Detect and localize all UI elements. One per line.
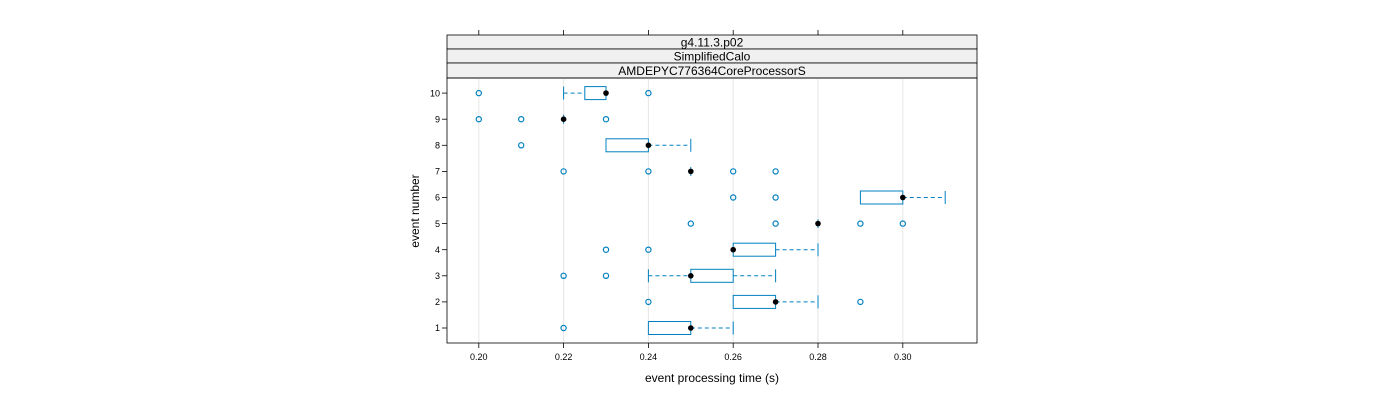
y-axis-title: event number bbox=[408, 174, 422, 247]
box-event-7 bbox=[560, 166, 779, 176]
box-iqr bbox=[732, 294, 777, 309]
median-point bbox=[772, 299, 779, 305]
outlier-point bbox=[772, 168, 779, 175]
y-tick-label-4: 5 bbox=[435, 219, 440, 229]
outlier-point bbox=[602, 246, 610, 253]
strip-label-2: SimplifiedCalo bbox=[674, 50, 751, 64]
outlier-point bbox=[730, 168, 737, 175]
x-tick-label-5: 0.30 bbox=[894, 352, 912, 362]
strip-label-1: g4.11.3.p02 bbox=[681, 36, 744, 50]
x-tick-label-4: 0.28 bbox=[809, 352, 827, 362]
y-tick-label-8: 9 bbox=[435, 114, 440, 124]
median-point bbox=[688, 273, 694, 279]
box-event-2 bbox=[645, 294, 864, 309]
box-event-5 bbox=[687, 219, 907, 229]
box-event-9 bbox=[475, 114, 610, 124]
outlier-point bbox=[518, 142, 525, 149]
x-axis-title: event processing time (s) bbox=[645, 371, 779, 385]
plot-panel bbox=[446, 77, 978, 344]
y-tick-label-3: 4 bbox=[435, 245, 440, 255]
box-event-3 bbox=[560, 268, 777, 283]
y-tick-label-1: 2 bbox=[435, 297, 440, 307]
y-axis-ticks: 1 2 3 4 5 6 7 8 9 10 bbox=[430, 88, 447, 333]
gridlines bbox=[478, 78, 904, 343]
outlier-point bbox=[730, 194, 737, 201]
y-tick-label-7: 8 bbox=[435, 141, 440, 151]
box-iqr bbox=[584, 86, 607, 101]
median-point bbox=[815, 220, 821, 227]
x-axis-ticks: 0.20 0.22 0.24 0.26 0.28 0.30 bbox=[470, 343, 912, 362]
outlier-point bbox=[475, 89, 482, 97]
box-event-4 bbox=[602, 242, 819, 257]
outlier-point bbox=[602, 115, 610, 123]
outlier-point bbox=[772, 194, 779, 201]
strip-label-3: AMDEPYC776364CoreProcessorS bbox=[618, 64, 805, 78]
outlier-point bbox=[560, 324, 567, 332]
x-tick-label-3: 0.26 bbox=[724, 352, 742, 362]
box-iqr bbox=[732, 242, 777, 257]
median-point bbox=[730, 246, 736, 253]
median-point bbox=[560, 116, 567, 122]
strip-headers: g4.11.3.p02 SimplifiedCalo AMDEPYC776364… bbox=[446, 34, 978, 79]
outlier-point bbox=[560, 168, 567, 175]
box-iqr bbox=[647, 321, 692, 335]
x-tick-label-1: 0.22 bbox=[555, 352, 573, 362]
outlier-point bbox=[645, 168, 652, 175]
outlier-point bbox=[857, 220, 864, 227]
median-point bbox=[603, 90, 609, 96]
median-point bbox=[645, 142, 652, 149]
outlier-point bbox=[772, 220, 779, 227]
x-tick-label-2: 0.24 bbox=[640, 352, 658, 362]
outlier-point bbox=[475, 115, 482, 123]
box-iqr bbox=[859, 190, 904, 205]
box-event-6 bbox=[730, 190, 946, 205]
box-iqr bbox=[605, 138, 649, 153]
outlier-point bbox=[560, 272, 567, 279]
outlier-point bbox=[687, 220, 695, 227]
box-event-10 bbox=[475, 86, 652, 101]
box-event-1 bbox=[560, 321, 734, 335]
x-tick-label-0: 0.20 bbox=[470, 352, 488, 362]
y-tick-label-0: 1 bbox=[435, 323, 440, 333]
outlier-point bbox=[645, 89, 652, 97]
outlier-point bbox=[518, 115, 525, 123]
y-tick-label-6: 7 bbox=[435, 167, 440, 177]
outlier-point bbox=[899, 220, 907, 227]
top-axis-ticks bbox=[478, 30, 904, 35]
boxes bbox=[475, 86, 946, 335]
y-tick-label-2: 3 bbox=[435, 271, 440, 281]
median-point bbox=[688, 168, 694, 175]
outlier-point bbox=[645, 298, 652, 306]
y-tick-label-9: 10 bbox=[430, 88, 440, 98]
outlier-point bbox=[645, 246, 652, 253]
y-tick-label-5: 6 bbox=[435, 193, 440, 203]
box-event-8 bbox=[518, 138, 692, 153]
outlier-point bbox=[857, 298, 864, 306]
median-point bbox=[900, 194, 906, 201]
median-point bbox=[688, 325, 694, 331]
box-iqr bbox=[690, 268, 734, 283]
outlier-point bbox=[602, 272, 610, 279]
